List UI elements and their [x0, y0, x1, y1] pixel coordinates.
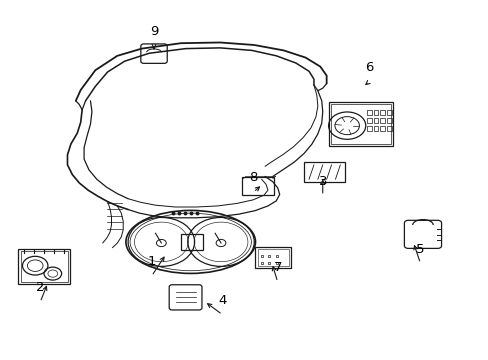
Text: 3: 3 [318, 175, 326, 188]
Text: 9: 9 [149, 25, 158, 38]
Text: 5: 5 [415, 243, 424, 256]
Text: 4: 4 [218, 294, 226, 307]
Text: 1: 1 [147, 255, 156, 268]
Text: 8: 8 [248, 171, 257, 184]
Text: 6: 6 [364, 61, 373, 74]
Text: 7: 7 [273, 261, 282, 274]
Text: 2: 2 [36, 282, 44, 294]
